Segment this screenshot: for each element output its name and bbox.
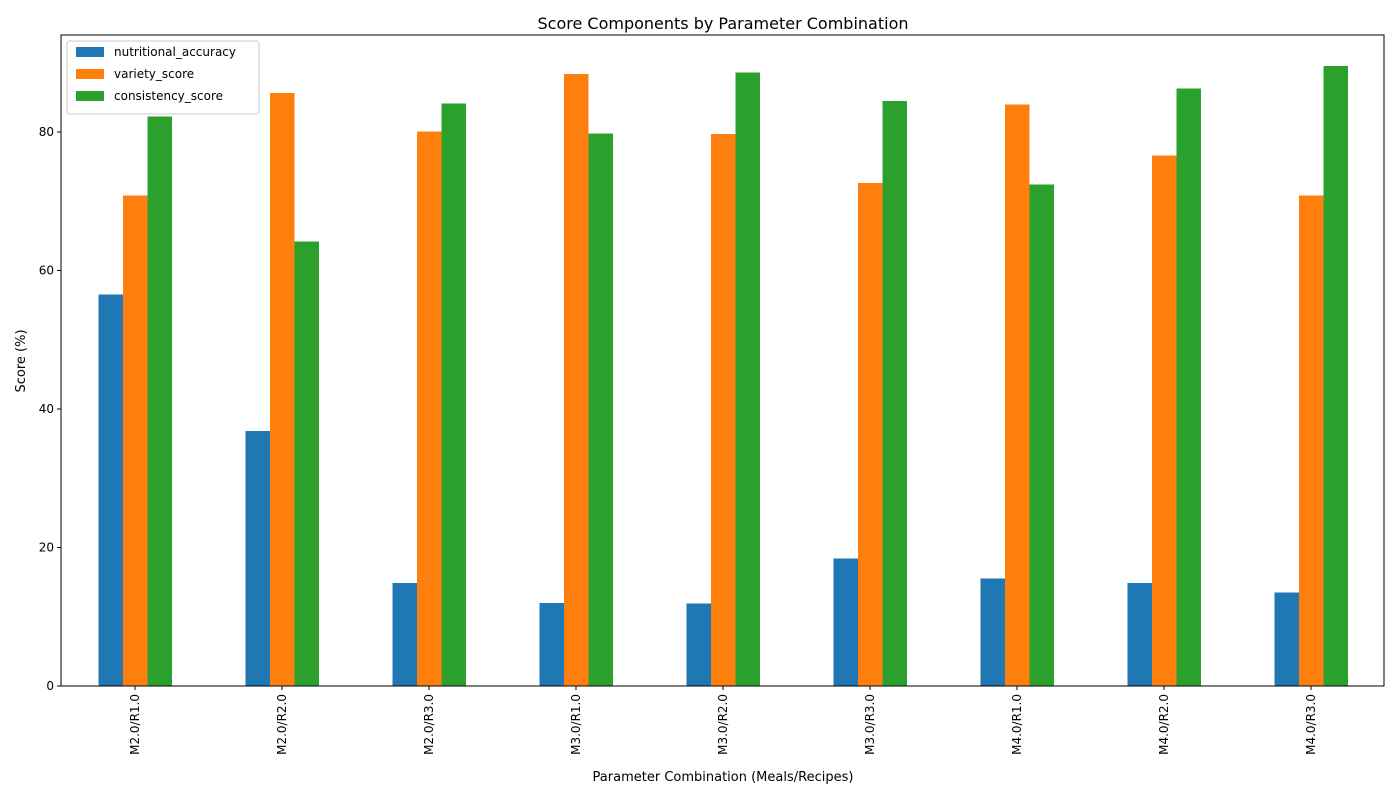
legend-label-nutritional-accuracy: nutritional_accuracy: [114, 45, 236, 59]
bar-variety-score-3: [563, 73, 589, 686]
bar-consistency-score-3: [588, 133, 613, 687]
bar-consistency-score-1: [294, 241, 319, 686]
bar-nutritional-accuracy-7: [1127, 582, 1152, 686]
bar-nutritional-accuracy-1: [245, 431, 270, 686]
x-axis-title: Parameter Combination (Meals/Recipes): [593, 770, 854, 785]
bar-consistency-score-7: [1176, 88, 1201, 686]
bar-nutritional-accuracy-4: [686, 603, 711, 686]
bar-consistency-score-2: [441, 103, 466, 686]
x-tick-label-2: M2.0/R3.0: [422, 694, 436, 755]
bar-variety-score-5: [857, 183, 883, 686]
legend-label-consistency-score: consistency_score: [114, 89, 223, 103]
legend: nutritional_accuracy variety_scoreconsist…: [66, 40, 260, 115]
bar-nutritional-accuracy-8: [1274, 592, 1299, 686]
bar-consistency-score-5: [882, 100, 907, 687]
x-tick-label-4: M3.0/R2.0: [716, 694, 730, 755]
bar-variety-score-2: [416, 131, 442, 686]
bar-variety-score-0: [122, 195, 148, 687]
y-tick-label-2: 40: [39, 402, 54, 416]
bar-variety-score-6: [1004, 104, 1030, 686]
x-tick-label-3: M3.0/R1.0: [569, 694, 583, 755]
bar-nutritional-accuracy-0: [98, 294, 123, 686]
bar-nutritional-accuracy-3: [539, 602, 564, 686]
bar-consistency-score-4: [735, 72, 760, 686]
bar-consistency-score-8: [1323, 66, 1348, 686]
x-tick-label-7: M4.0/R2.0: [1157, 694, 1171, 755]
bar-variety-score-1: [269, 93, 295, 687]
y-tick-label-3: 60: [39, 263, 54, 277]
bar-consistency-score-0: [147, 116, 172, 687]
bar-consistency-score-6: [1029, 184, 1054, 686]
x-tick-label-1: M2.0/R2.0: [275, 694, 289, 755]
x-tick-label-6: M4.0/R1.0: [1010, 694, 1024, 755]
legend-swatch-variety-score: [76, 69, 104, 79]
bar-variety-score-8: [1298, 195, 1324, 687]
bar-nutritional-accuracy-2: [392, 582, 417, 686]
chart-title: Score Components by Parameter Combinatio…: [538, 14, 909, 33]
legend-swatch-nutritional-accuracy: [76, 47, 104, 57]
bar-variety-score-7: [1151, 155, 1177, 686]
legend-box: [66, 40, 260, 115]
x-tick-label-5: M3.0/R3.0: [863, 694, 877, 755]
y-tick-label-0: 0: [46, 679, 54, 693]
legend-label-variety-score: variety_score: [114, 67, 194, 81]
y-axis-title: Score (%): [14, 329, 29, 392]
bar-nutritional-accuracy-5: [833, 558, 858, 686]
bar-variety-score-4: [710, 134, 736, 687]
plot-area: [98, 66, 1348, 687]
y-tick-label-1: 20: [39, 540, 54, 554]
y-tick-label-4: 80: [39, 125, 54, 139]
legend-swatch-consistency-score: [76, 91, 104, 101]
bar-nutritional-accuracy-6: [980, 578, 1005, 686]
x-tick-label-0: M2.0/R1.0: [128, 694, 142, 755]
x-tick-label-8: M4.0/R3.0: [1304, 694, 1318, 755]
